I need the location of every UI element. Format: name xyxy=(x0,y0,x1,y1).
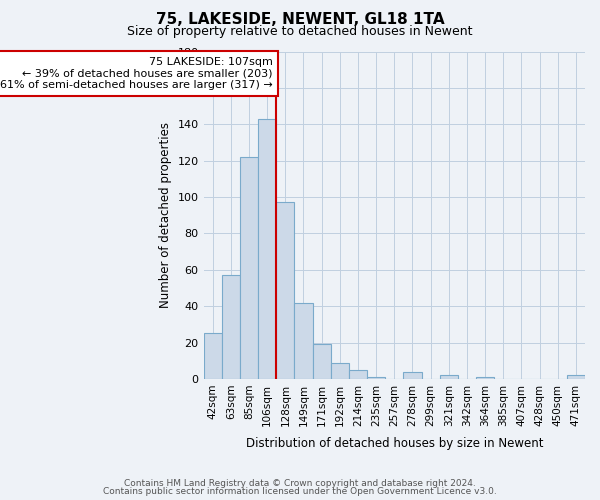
Y-axis label: Number of detached properties: Number of detached properties xyxy=(159,122,172,308)
Bar xyxy=(331,362,349,379)
Bar xyxy=(203,334,222,379)
Text: 75, LAKESIDE, NEWENT, GL18 1TA: 75, LAKESIDE, NEWENT, GL18 1TA xyxy=(155,12,445,28)
Bar xyxy=(313,344,331,379)
Bar xyxy=(276,202,295,379)
Bar xyxy=(476,377,494,379)
Text: Contains public sector information licensed under the Open Government Licence v3: Contains public sector information licen… xyxy=(103,487,497,496)
X-axis label: Distribution of detached houses by size in Newent: Distribution of detached houses by size … xyxy=(245,437,543,450)
Text: Contains HM Land Registry data © Crown copyright and database right 2024.: Contains HM Land Registry data © Crown c… xyxy=(124,478,476,488)
Bar xyxy=(349,370,367,379)
Bar xyxy=(367,377,385,379)
Bar xyxy=(258,119,276,379)
Bar xyxy=(567,376,585,379)
Text: 75 LAKESIDE: 107sqm
← 39% of detached houses are smaller (203)
61% of semi-detac: 75 LAKESIDE: 107sqm ← 39% of detached ho… xyxy=(0,57,272,90)
Bar xyxy=(403,372,422,379)
Bar xyxy=(240,157,258,379)
Text: Size of property relative to detached houses in Newent: Size of property relative to detached ho… xyxy=(127,25,473,38)
Bar xyxy=(295,302,313,379)
Bar xyxy=(440,376,458,379)
Bar xyxy=(222,275,240,379)
